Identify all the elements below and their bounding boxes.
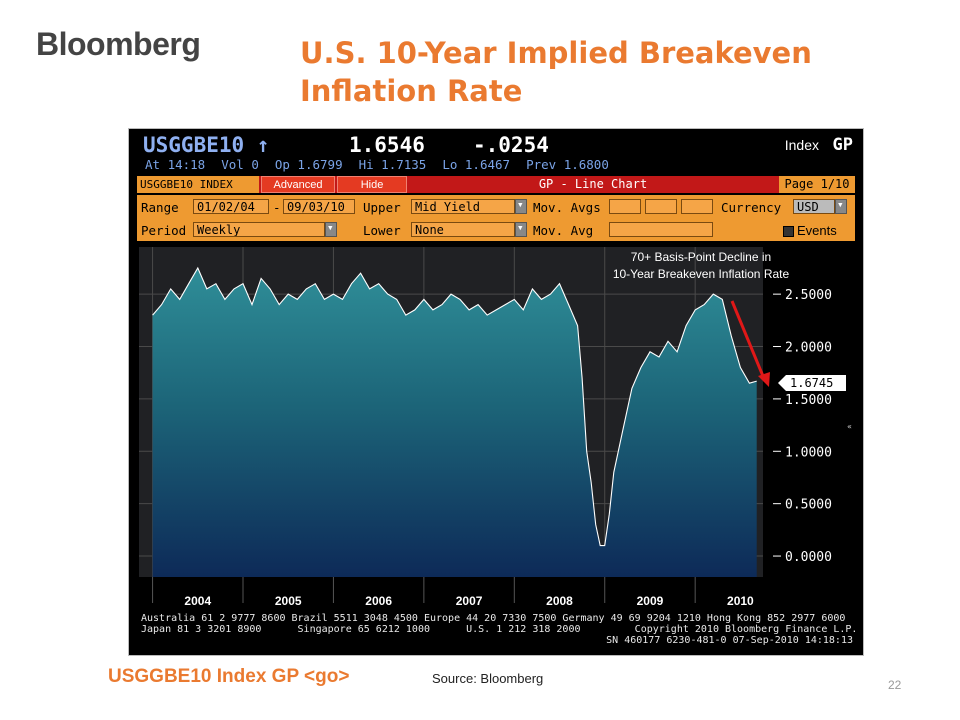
x-tick-label: 2007 [456, 594, 483, 608]
ticker-symbol: USGGBE10 ↑ [143, 133, 270, 157]
quote-high: Hi 1.7135 [358, 157, 427, 172]
bloomberg-terminal-screen: USGGBE10 ↑ 1.6546 -.0254 Index GP At 14:… [128, 128, 864, 656]
mov-avg-label: Mov. Avg [533, 223, 594, 238]
bloomberg-logo: Bloomberg [36, 26, 201, 62]
security-tab[interactable]: USGGBE10 INDEX [137, 176, 259, 193]
chart-controls-panel: Range 01/02/04 - 09/03/10 Upper Mid Yiel… [137, 195, 855, 241]
quote-time: At 14:18 [145, 157, 206, 172]
quote-open: Op 1.6799 [274, 157, 343, 172]
last-value-marker: 1.6745 [778, 375, 846, 391]
y-tick-label: 0.0000 [785, 550, 832, 565]
y-tick-label: 1.5000 [785, 393, 832, 408]
x-tick-label: 2006 [365, 594, 392, 608]
quote-prev: Prev 1.6800 [526, 157, 609, 172]
annotation-line2: 10-Year Breakeven Inflation Rate [613, 267, 790, 281]
page-indicator[interactable]: Page 1/10 [779, 176, 855, 193]
mov-avg-single-field[interactable] [609, 222, 713, 237]
scroll-marker-icon[interactable]: « [847, 422, 852, 431]
period-dropdown-icon[interactable] [325, 221, 337, 237]
page-number: 22 [888, 678, 902, 692]
range-start-field[interactable]: 01/02/04 [193, 199, 269, 214]
upper-label: Upper [363, 200, 401, 215]
lower-select[interactable]: None [411, 222, 515, 237]
mov-avgs-label: Mov. Avgs [533, 200, 601, 215]
footer-contacts-2: Japan 81 3 3201 8900 Singapore 65 6212 1… [141, 624, 858, 635]
currency-dropdown-icon[interactable] [835, 198, 847, 214]
slide-title: U.S. 10-Year Implied Breakeven Inflation… [300, 34, 900, 110]
footer-contacts-1: Australia 61 2 9777 8600 Brazil 5511 304… [141, 613, 846, 624]
source-note: Source: Bloomberg [432, 671, 544, 686]
slide-title-line1: U.S. 10-Year Implied Breakeven [300, 36, 812, 70]
x-tick-label: 2009 [637, 594, 664, 608]
x-tick-label: 2005 [275, 594, 302, 608]
decline-arrow-shaft [730, 300, 767, 382]
lower-label: Lower [363, 223, 401, 238]
quote-low: Lo 1.6467 [442, 157, 511, 172]
range-label: Range [141, 200, 179, 215]
bloomberg-command: USGGBE10 Index GP <go> [108, 666, 350, 687]
currency-select[interactable]: USD [793, 199, 835, 214]
x-tick-label: 2004 [184, 594, 211, 608]
x-axis-band [139, 577, 763, 611]
period-select[interactable]: Weekly [193, 222, 325, 237]
quote-details: At 14:18 Vol 0 Op 1.6799 Hi 1.7135 Lo 1.6467… [145, 157, 625, 172]
x-axis-ticks: 2004 2005 2006 2007 2008 2009 2010 [139, 577, 763, 611]
advanced-button[interactable]: Advanced [261, 176, 335, 193]
mov-avg-field-3[interactable] [681, 199, 713, 214]
price-change: -.0254 [473, 133, 549, 157]
x-tick-label: 2010 [727, 594, 754, 608]
quote-header: USGGBE10 ↑ 1.6546 -.0254 Index GP [143, 133, 853, 157]
range-end-field[interactable]: 09/03/10 [283, 199, 355, 214]
lower-dropdown-icon[interactable] [515, 221, 527, 237]
series-area-fill [152, 268, 757, 577]
function-code: GP [832, 135, 853, 155]
x-tick-label: 2008 [546, 594, 573, 608]
index-label: Index [784, 137, 819, 153]
mov-avg-field-1[interactable] [609, 199, 641, 214]
annotation-line1: 70+ Basis-Point Decline in [631, 250, 771, 264]
slide-title-line2: Inflation Rate [300, 74, 523, 108]
series-line [152, 266, 757, 547]
mov-avg-field-2[interactable] [645, 199, 677, 214]
hide-button[interactable]: Hide [337, 176, 407, 193]
decline-arrow-head [758, 372, 770, 387]
y-axis-ticks: 2.5000 2.0000 1.5000 1.0000 0.5000 0.0000 [773, 288, 832, 565]
last-value-label: 1.6745 [790, 376, 833, 390]
chart-type-label: GP - Line Chart [538, 177, 648, 191]
events-checkbox[interactable] [783, 226, 794, 237]
currency-label: Currency [721, 200, 782, 215]
y-tick-label: 2.0000 [785, 341, 832, 356]
period-label: Period [141, 223, 187, 238]
y-tick-label: 0.5000 [785, 498, 832, 513]
range-separator: - [273, 200, 281, 215]
y-tick-label: 1.0000 [785, 445, 832, 460]
upper-select[interactable]: Mid Yield [411, 199, 515, 214]
breakeven-chart: 2.5000 2.0000 1.5000 1.0000 0.5000 0.0000 200… [139, 247, 852, 611]
y-tick-label: 2.5000 [785, 288, 832, 303]
footer-serial: SN 460177 6230-481-0 07-Sep-2010 14:18:1… [606, 635, 853, 646]
quote-volume: Vol 0 [221, 157, 259, 172]
upper-dropdown-icon[interactable] [515, 198, 527, 214]
events-label: Events [797, 223, 837, 238]
last-price: 1.6546 [349, 133, 425, 157]
function-tab-bar: USGGBE10 INDEX Advanced Hide GP - Line C… [137, 176, 855, 193]
